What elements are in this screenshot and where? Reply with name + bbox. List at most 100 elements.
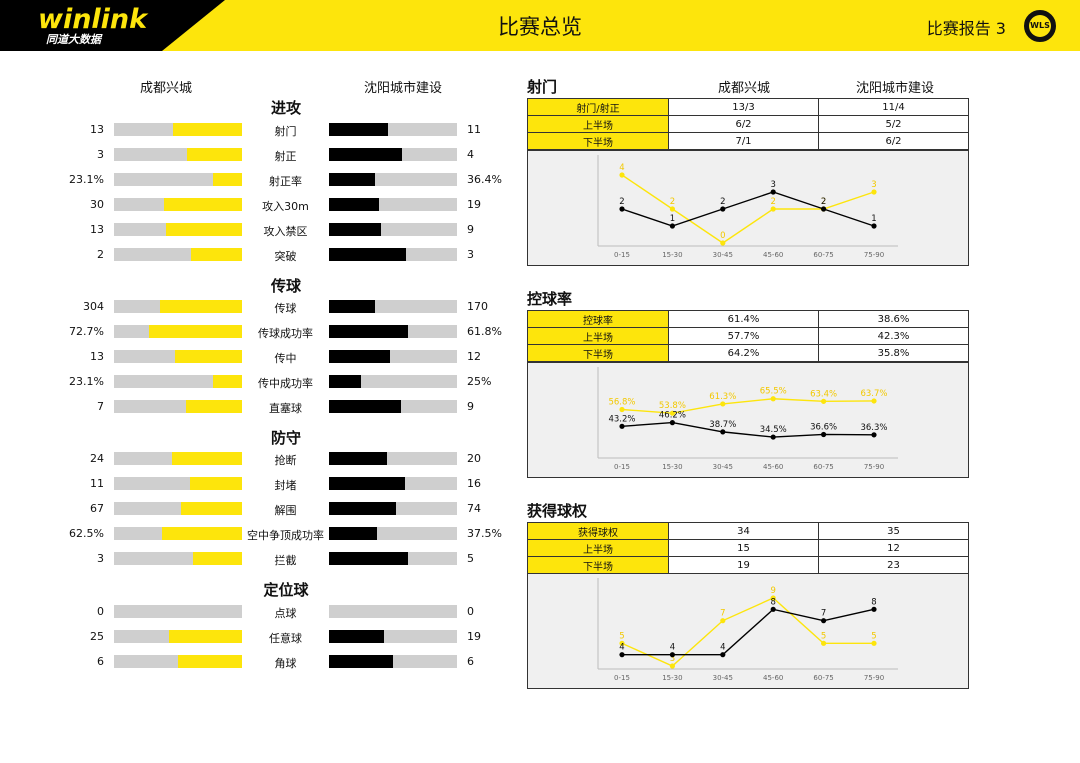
away-value: 9	[467, 400, 474, 413]
home-value: 24	[90, 452, 104, 465]
x-tick-label: 45-60	[763, 674, 783, 682]
row-key: 射门/射正	[527, 98, 669, 116]
home-bar	[114, 173, 242, 186]
away-series-data-label: 1	[871, 214, 876, 224]
away-series-data-label: 3	[770, 180, 775, 190]
home-bar	[114, 655, 242, 668]
away-bar-fill	[329, 198, 379, 211]
home-bar-fill	[193, 552, 242, 565]
stat-label: 任意球	[269, 632, 302, 645]
away-value: 12	[467, 350, 481, 363]
away-bar	[329, 300, 457, 313]
away-series-point	[871, 223, 877, 229]
home-bar	[114, 198, 242, 211]
table-row: 射门/射正 13/3 11/4	[527, 98, 969, 116]
away-bar	[329, 502, 457, 515]
trend-chart: 0-15 15-30 30-45 45-60 60-75 75-90 4 2 0 2 2 3 2 1 2 3 2…	[527, 150, 969, 266]
away-series-line	[622, 608, 875, 656]
row-away-value: 11/4	[818, 98, 969, 116]
home-value: 23.1%	[69, 375, 104, 388]
x-tick-label: 15-30	[662, 251, 682, 259]
row-key: 下半场	[527, 344, 669, 362]
panel-away-team: 沈阳城市建设	[855, 81, 934, 96]
away-series-point	[669, 652, 675, 658]
stat-row: 67 解围 74	[0, 501, 510, 517]
row-key: 上半场	[527, 327, 669, 345]
away-bar	[329, 630, 457, 643]
stat-row: 24 抢断 20	[0, 451, 510, 467]
away-series-point	[871, 432, 877, 438]
away-series-point	[720, 206, 726, 212]
away-series-point	[821, 618, 827, 624]
home-value: 72.7%	[69, 325, 104, 338]
row-key: 上半场	[527, 539, 669, 557]
home-bar	[114, 375, 242, 388]
away-value: 5	[467, 552, 474, 565]
stat-row: 13 传中 12	[0, 349, 510, 365]
home-series-data-label: 2	[670, 197, 675, 207]
home-bar	[114, 400, 242, 413]
home-series-point	[770, 206, 776, 212]
away-bar	[329, 198, 457, 211]
home-series-point	[619, 172, 625, 178]
stat-row: 23.1% 射正率 36.4%	[0, 172, 510, 188]
away-series-data-label: 2	[619, 197, 624, 207]
home-series-data-label: 0	[720, 231, 725, 241]
home-series-data-label: 56.8%	[608, 398, 635, 408]
stat-table: 获得球权 34 35 上半场 15 12 下半场 19 23	[527, 522, 969, 574]
stat-row: 25 任意球 19	[0, 629, 510, 645]
away-series-point	[770, 434, 776, 440]
stat-label: 攻入30m	[262, 200, 309, 213]
away-bar	[329, 477, 457, 490]
row-away-value: 23	[818, 556, 969, 574]
away-series-data-label: 4	[670, 643, 675, 653]
home-series-point	[619, 640, 625, 646]
home-bar-fill	[178, 655, 242, 668]
away-value: 3	[467, 248, 474, 261]
stat-label: 传球	[274, 302, 297, 315]
home-value: 62.5%	[69, 527, 104, 540]
away-value: 4	[467, 148, 474, 161]
away-bar-fill	[329, 400, 401, 413]
home-value: 25	[90, 630, 104, 643]
home-value: 13	[90, 223, 104, 236]
home-value: 13	[90, 123, 104, 136]
home-value: 304	[83, 300, 104, 313]
home-team-name: 成都兴城	[139, 81, 192, 96]
away-series-point	[770, 189, 776, 195]
away-series-data-label: 34.5%	[760, 425, 787, 435]
x-tick-label: 30-45	[713, 674, 733, 682]
home-bar-fill	[189, 477, 242, 490]
row-home-value: 7/1	[668, 132, 819, 150]
home-series-line	[621, 174, 875, 244]
x-tick-label: 75-90	[864, 674, 884, 682]
row-home-value: 64.2%	[668, 344, 819, 362]
away-series-data-label: 8	[770, 597, 775, 607]
stat-row: 11 封堵 16	[0, 476, 510, 492]
home-bar	[114, 527, 242, 540]
stat-row: 72.7% 传球成功率 61.8%	[0, 324, 510, 340]
stat-label: 射正	[274, 150, 297, 163]
home-series-data-label: 53.8%	[659, 401, 686, 411]
stat-row: 13 攻入禁区 9	[0, 222, 510, 238]
away-value: 74	[467, 502, 481, 515]
home-bar-fill	[172, 123, 242, 136]
away-bar	[329, 552, 457, 565]
x-tick-label: 0-15	[614, 463, 630, 471]
x-tick-label: 75-90	[864, 251, 884, 259]
home-value: 30	[90, 198, 104, 211]
table-row: 下半场 7/1 6/2	[527, 132, 969, 150]
home-series-point	[770, 396, 776, 402]
away-bar-fill	[329, 527, 377, 540]
stat-row: 23.1% 传中成功率 25%	[0, 374, 510, 390]
away-bar	[329, 148, 457, 161]
away-bar	[329, 655, 457, 668]
home-bar-fill	[171, 452, 242, 465]
trend-chart-svg: 0-15 15-30 30-45 45-60 60-75 75-90 5 3 7 9 5 5 4 4 4 8 7…	[597, 578, 898, 682]
away-series-line	[621, 191, 875, 227]
home-value: 2	[97, 248, 104, 261]
away-bar-fill	[329, 173, 376, 186]
away-bar	[329, 350, 457, 363]
stat-label: 射门	[274, 125, 297, 138]
home-series-point	[720, 401, 726, 407]
